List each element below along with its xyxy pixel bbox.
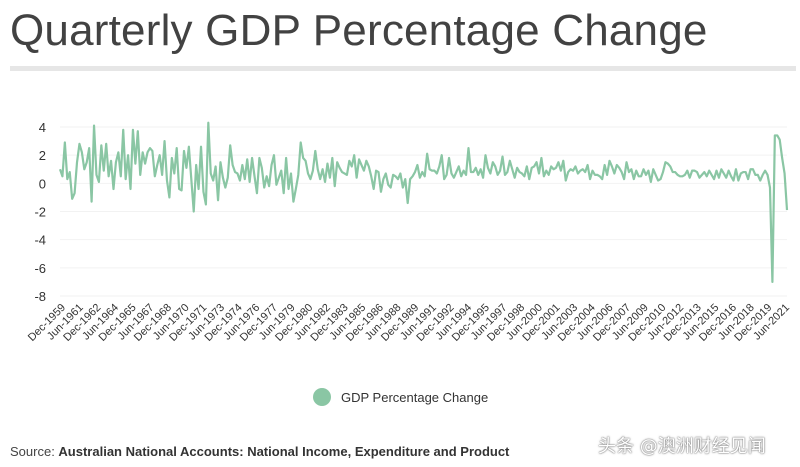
y-tick-label: 4 <box>39 120 46 135</box>
title-divider <box>10 66 796 71</box>
source-prefix: Source: <box>10 444 59 459</box>
y-axis: 4 2 0 -2 -4 -6 -8 <box>34 120 46 304</box>
series-layer <box>58 121 789 284</box>
legend-label: GDP Percentage Change <box>341 389 489 405</box>
chart-title: Quarterly GDP Percentage Change <box>10 6 708 55</box>
source-text: Australian National Accounts: National I… <box>58 444 510 459</box>
y-tick-label: -6 <box>34 261 46 276</box>
source-note: Source: Australian National Accounts: Na… <box>10 444 509 459</box>
watermark: 头条 @澳洲财经见闻 <box>598 436 766 457</box>
series-line-gdp-percentage-change <box>58 121 789 284</box>
y-tick-label: -2 <box>34 205 46 220</box>
y-tick-label: -8 <box>34 289 46 304</box>
y-tick-label: 2 <box>39 148 46 163</box>
x-axis: Dec-1959Jun-1961Dec-1962Jun-1964Dec-1965… <box>26 302 792 344</box>
y-tick-label: -4 <box>34 233 46 248</box>
legend-swatch-icon <box>313 388 331 406</box>
y-tick-label: 0 <box>39 176 46 191</box>
grid-layer <box>60 126 787 297</box>
legend[interactable]: GDP Percentage Change <box>313 388 488 406</box>
